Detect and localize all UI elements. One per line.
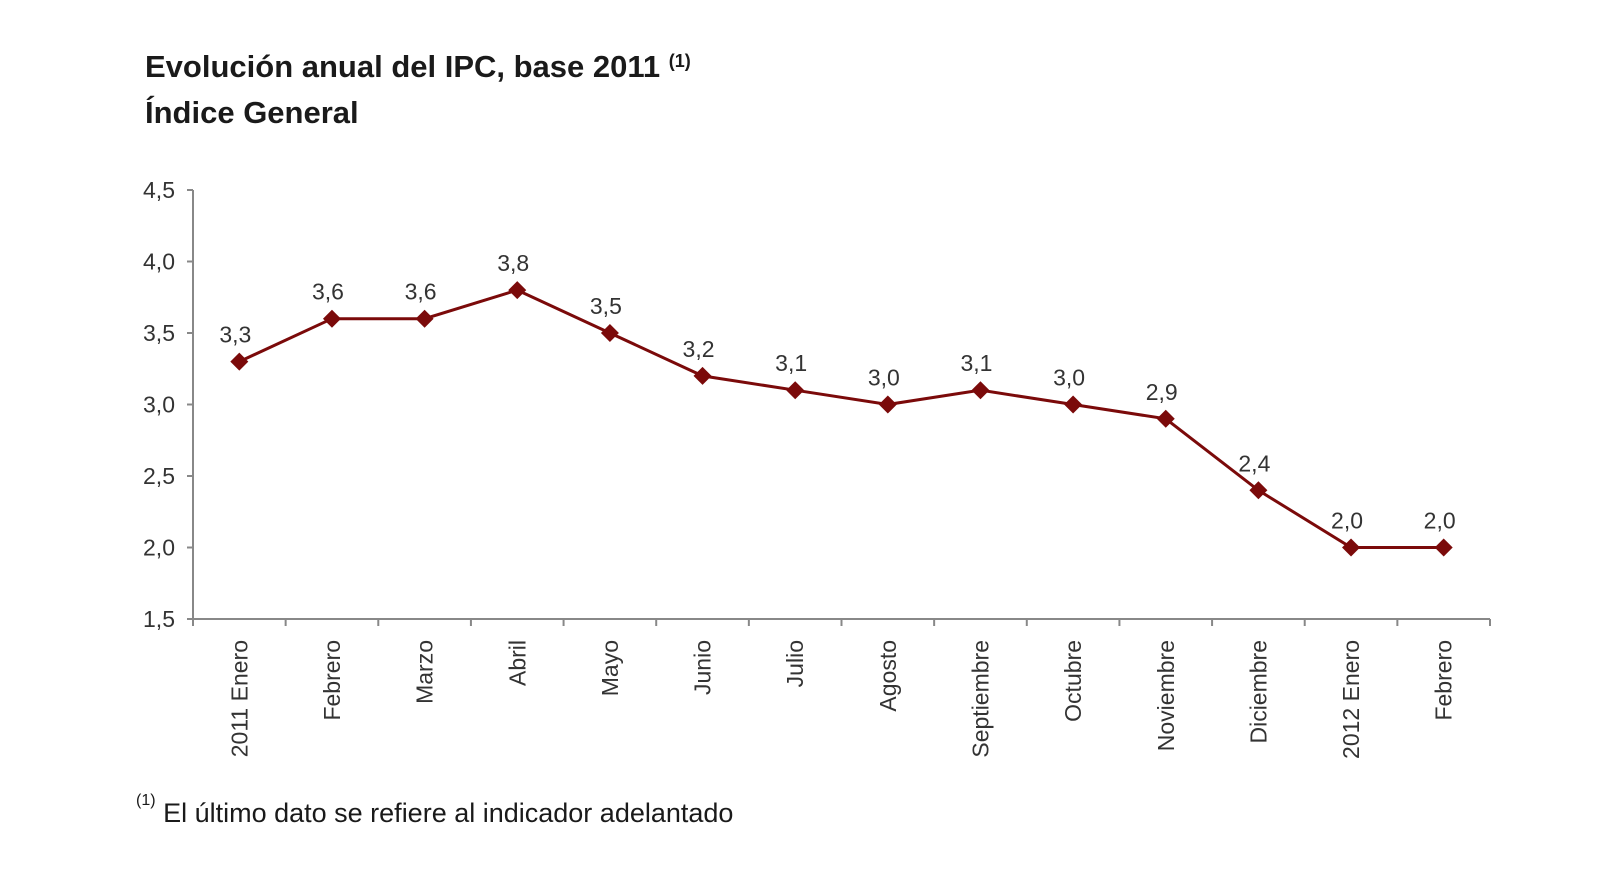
data-point	[322, 309, 341, 328]
data-label: 3,1	[960, 350, 992, 376]
data-label: 3,5	[590, 293, 622, 319]
series-line	[238, 288, 1444, 549]
y-tick-label: 2,0	[143, 535, 175, 561]
y-tick-label: 1,5	[143, 606, 175, 632]
x-tick-label: Octubre	[1060, 640, 1086, 722]
data-point	[600, 324, 619, 342]
data-label: 3,1	[775, 350, 807, 376]
x-tick-label: 2012 Enero	[1338, 640, 1364, 759]
chart-title: Evolución anual del IPC, base 2011 (1) Í…	[145, 44, 691, 136]
data-point	[971, 381, 990, 400]
x-tick-label: Julio	[782, 640, 808, 687]
x-tick-label: Diciembre	[1245, 640, 1271, 744]
footnote: (1) El último dato se refiere al indicad…	[136, 792, 734, 829]
y-tick-label: 4,0	[143, 249, 175, 275]
footnote-text: El último dato se refiere al indicador a…	[163, 798, 734, 828]
data-label: 2,0	[1424, 508, 1456, 534]
data-label: 3,6	[312, 279, 344, 305]
footnote-mark: (1)	[136, 792, 156, 809]
x-tick-label: Septiembre	[967, 640, 993, 758]
y-tick-label: 2,5	[143, 463, 175, 489]
x-tick-label: 2011 Enero	[226, 640, 252, 757]
data-label: 3,2	[683, 336, 715, 362]
x-tick-label: Abril	[504, 640, 530, 686]
data-label: 3,0	[1053, 365, 1085, 391]
x-tick-label: Febrero	[1431, 640, 1457, 721]
data-point	[693, 366, 712, 385]
x-tick-label: Marzo	[412, 640, 438, 704]
x-tick-label: Agosto	[875, 640, 901, 712]
chart-subtitle: Índice General	[145, 95, 359, 130]
x-tick-label: Junio	[690, 640, 716, 695]
y-tick-label: 3,5	[143, 320, 175, 346]
data-point	[878, 395, 897, 414]
x-tick-label: Noviembre	[1153, 640, 1179, 751]
data-point	[1156, 409, 1175, 428]
data-label: 2,9	[1146, 379, 1178, 405]
data-label: 2,4	[1238, 450, 1270, 476]
data-label: 2,0	[1331, 508, 1363, 534]
title-note: (1)	[668, 51, 691, 71]
data-point	[1249, 481, 1268, 500]
data-point	[1064, 395, 1083, 414]
data-label: 3,3	[219, 322, 251, 348]
x-tick-label: Mayo	[597, 640, 623, 696]
y-tick-label: 4,5	[143, 177, 175, 203]
title-text: Evolución anual del IPC, base 2011	[145, 49, 661, 84]
data-label: 3,8	[497, 250, 529, 276]
data-point	[508, 281, 527, 300]
data-label: 3,6	[405, 279, 437, 305]
y-tick-label: 3,0	[143, 392, 175, 418]
data-point	[1434, 538, 1453, 557]
data-point	[230, 352, 249, 371]
data-point	[786, 381, 805, 400]
data-point	[1342, 538, 1361, 557]
x-tick-label: Febrero	[319, 640, 345, 721]
data-label: 3,0	[868, 365, 900, 391]
data-point	[415, 309, 434, 328]
